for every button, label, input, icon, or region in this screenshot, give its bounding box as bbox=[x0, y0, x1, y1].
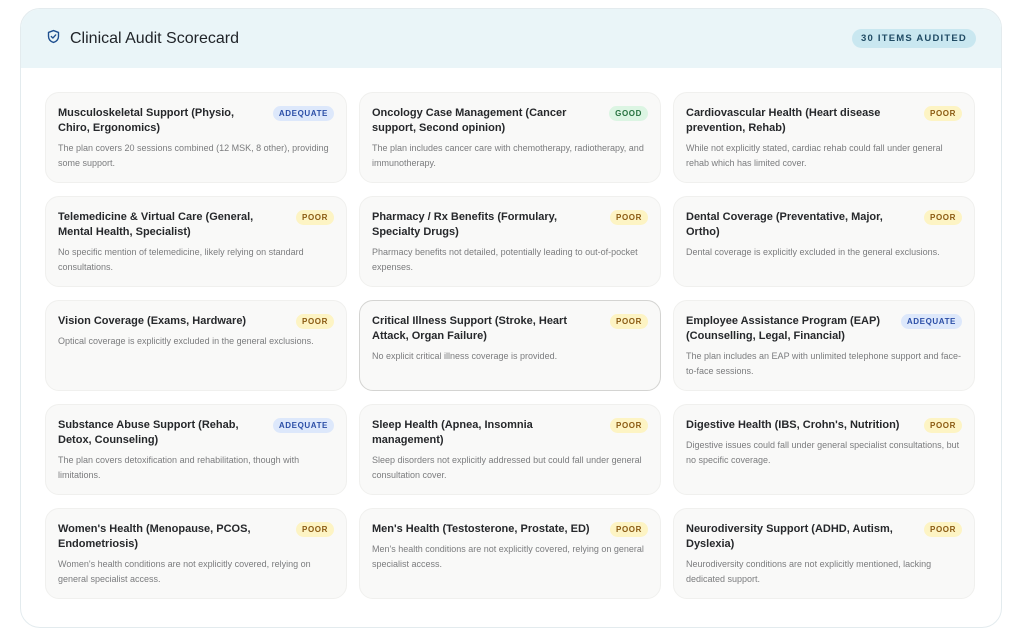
audit-item-title: Cardiovascular Health (Heart disease pre… bbox=[686, 107, 881, 134]
audit-item-description: No specific mention of telemedicine, lik… bbox=[58, 247, 304, 272]
status-badge: ADEQUATE bbox=[272, 106, 334, 121]
shield-check-icon bbox=[46, 29, 61, 49]
audit-item-card[interactable]: Substance Abuse Support (Rehab, Detox, C… bbox=[45, 404, 347, 495]
status-badge: POOR bbox=[296, 314, 334, 329]
audit-item-title: Dental Coverage (Preventative, Major, Or… bbox=[686, 211, 883, 238]
audit-item-description: The plan covers 20 sessions combined (12… bbox=[58, 143, 329, 168]
status-badge: ADEQUATE bbox=[272, 418, 334, 433]
page-title: Clinical Audit Scorecard bbox=[70, 29, 239, 47]
audit-item-title: Employee Assistance Program (EAP) (Couns… bbox=[686, 315, 880, 342]
audit-item-card[interactable]: Oncology Case Management (Cancer support… bbox=[359, 92, 661, 183]
audit-item-card[interactable]: Dental Coverage (Preventative, Major, Or… bbox=[673, 196, 975, 287]
audit-item-description: The plan includes an EAP with unlimited … bbox=[686, 351, 962, 376]
status-badge: POOR bbox=[610, 418, 648, 433]
audit-item-card[interactable]: Sleep Health (Apnea, Insomnia management… bbox=[359, 404, 661, 495]
audit-item-card[interactable]: Cardiovascular Health (Heart disease pre… bbox=[673, 92, 975, 183]
audit-items-grid: Musculoskeletal Support (Physio, Chiro, … bbox=[45, 92, 975, 599]
audit-item-description: Men's health conditions are not explicit… bbox=[372, 544, 644, 569]
audit-item-title: Critical Illness Support (Stroke, Heart … bbox=[372, 315, 567, 342]
status-badge: POOR bbox=[296, 210, 334, 225]
audit-item-description: Pharmacy benefits not detailed, potentia… bbox=[372, 247, 638, 272]
audit-item-title: Telemedicine & Virtual Care (General, Me… bbox=[58, 211, 254, 238]
audit-item-description: Women's health conditions are not explic… bbox=[58, 559, 311, 584]
audit-item-card[interactable]: Men's Health (Testosterone, Prostate, ED… bbox=[359, 508, 661, 599]
status-badge: GOOD bbox=[609, 106, 648, 121]
status-badge: POOR bbox=[610, 210, 648, 225]
audit-item-card[interactable]: Digestive Health (IBS, Crohn's, Nutritio… bbox=[673, 404, 975, 495]
audit-item-title: Sleep Health (Apnea, Insomnia management… bbox=[372, 419, 533, 446]
audit-item-description: Dental coverage is explicitly excluded i… bbox=[686, 247, 940, 257]
audit-item-title: Vision Coverage (Exams, Hardware) bbox=[58, 315, 247, 327]
audit-item-description: The plan includes cancer care with chemo… bbox=[372, 143, 644, 168]
status-badge: ADEQUATE bbox=[900, 314, 962, 329]
audit-item-card[interactable]: Employee Assistance Program (EAP) (Couns… bbox=[673, 300, 975, 391]
audit-item-card[interactable]: Musculoskeletal Support (Physio, Chiro, … bbox=[45, 92, 347, 183]
audit-item-description: Optical coverage is explicitly excluded … bbox=[58, 336, 314, 346]
status-badge: POOR bbox=[610, 314, 648, 329]
audit-item-card[interactable]: Pharmacy / Rx Benefits (Formulary, Speci… bbox=[359, 196, 661, 287]
scorecard-header: Clinical Audit Scorecard 30 ITEMS AUDITE… bbox=[21, 9, 1001, 68]
audit-item-title: Musculoskeletal Support (Physio, Chiro, … bbox=[58, 107, 235, 134]
audit-item-title: Pharmacy / Rx Benefits (Formulary, Speci… bbox=[372, 211, 558, 238]
status-badge: POOR bbox=[296, 522, 334, 537]
audit-item-card[interactable]: Telemedicine & Virtual Care (General, Me… bbox=[45, 196, 347, 287]
status-badge: POOR bbox=[924, 522, 962, 537]
audit-item-title: Neurodiversity Support (ADHD, Autism, Dy… bbox=[686, 523, 893, 550]
audit-item-title: Women's Health (Menopause, PCOS, Endomet… bbox=[58, 523, 251, 550]
status-badge: POOR bbox=[924, 418, 962, 433]
audit-item-description: No explicit critical illness coverage is… bbox=[372, 351, 558, 361]
status-badge: POOR bbox=[610, 522, 648, 537]
audit-item-card[interactable]: Critical Illness Support (Stroke, Heart … bbox=[359, 300, 661, 391]
audit-item-description: Sleep disorders not explicitly addressed… bbox=[372, 455, 642, 480]
audit-item-description: While not explicitly stated, cardiac reh… bbox=[686, 143, 943, 168]
audit-item-title: Substance Abuse Support (Rehab, Detox, C… bbox=[58, 419, 239, 446]
audit-item-description: Digestive issues could fall under genera… bbox=[686, 440, 960, 465]
audit-item-card[interactable]: Vision Coverage (Exams, Hardware) POOR Opt… bbox=[45, 300, 347, 391]
audit-item-title: Digestive Health (IBS, Crohn's, Nutritio… bbox=[686, 419, 900, 431]
items-audited-badge: 30 ITEMS AUDITED bbox=[852, 29, 976, 48]
audit-item-card[interactable]: Women's Health (Menopause, PCOS, Endomet… bbox=[45, 508, 347, 599]
status-badge: POOR bbox=[924, 210, 962, 225]
status-badge: POOR bbox=[924, 106, 962, 121]
audit-item-card[interactable]: Neurodiversity Support (ADHD, Autism, Dy… bbox=[673, 508, 975, 599]
audit-item-description: The plan covers detoxification and rehab… bbox=[58, 455, 300, 480]
audit-item-title: Men's Health (Testosterone, Prostate, ED… bbox=[372, 523, 590, 535]
audit-item-description: Neurodiversity conditions are not explic… bbox=[686, 559, 932, 584]
audit-item-title: Oncology Case Management (Cancer support… bbox=[372, 107, 567, 134]
scorecard-panel: Clinical Audit Scorecard 30 ITEMS AUDITE… bbox=[20, 8, 1002, 628]
